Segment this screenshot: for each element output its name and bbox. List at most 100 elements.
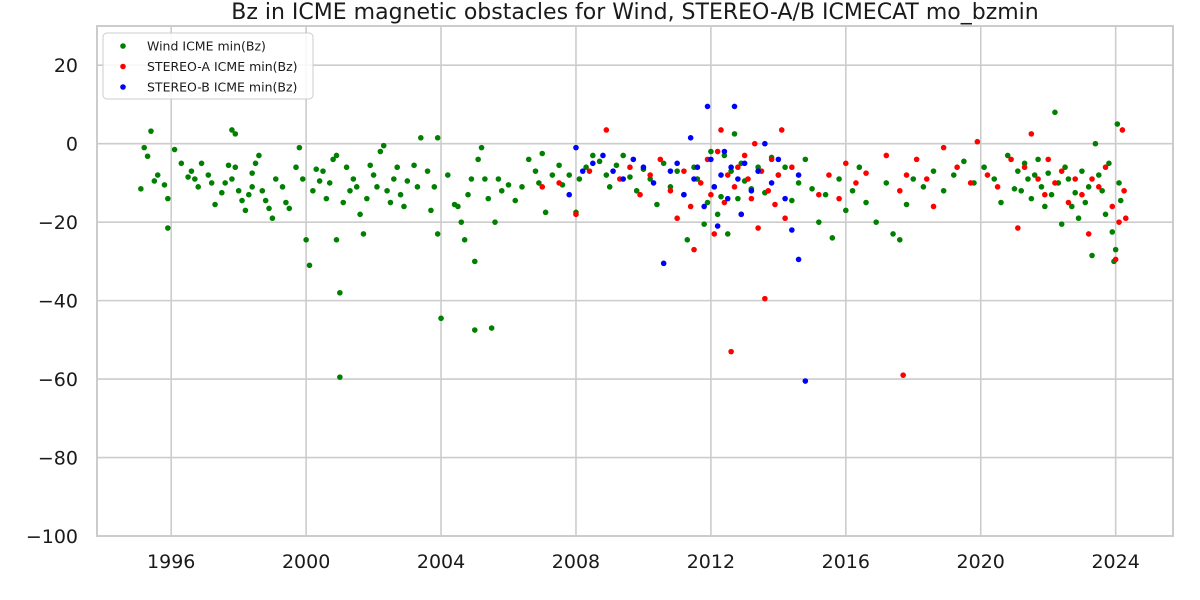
data-point — [704, 103, 711, 110]
data-point — [583, 164, 589, 171]
data-point — [954, 164, 960, 171]
legend-marker — [120, 43, 126, 49]
data-point — [350, 176, 357, 182]
data-point — [313, 166, 320, 172]
data-point — [738, 211, 745, 218]
data-point — [687, 203, 694, 210]
data-point — [1116, 180, 1122, 186]
data-point — [900, 372, 906, 378]
data-point — [940, 187, 947, 194]
data-point — [728, 164, 734, 171]
legend-marker — [120, 63, 126, 70]
data-point — [748, 195, 755, 202]
data-point — [1085, 231, 1092, 237]
data-point — [1116, 219, 1122, 225]
legend-marker — [120, 84, 126, 90]
data-point — [667, 168, 674, 174]
data-point — [576, 176, 583, 182]
data-point — [303, 237, 309, 243]
data-point — [485, 195, 492, 202]
data-point — [249, 184, 255, 190]
data-point — [525, 156, 532, 163]
data-point — [252, 160, 259, 167]
series-2 — [566, 103, 809, 384]
data-point — [708, 156, 714, 163]
data-point — [316, 178, 323, 184]
data-point — [721, 152, 728, 159]
data-point — [762, 295, 768, 302]
data-point — [755, 164, 761, 171]
data-point — [549, 172, 556, 178]
data-point — [647, 172, 653, 178]
data-point — [573, 211, 579, 218]
data-point — [1095, 184, 1102, 190]
data-point — [610, 168, 616, 174]
data-point — [647, 176, 653, 182]
data-point — [708, 148, 714, 155]
data-point — [1075, 215, 1082, 222]
data-point — [165, 195, 171, 202]
data-point — [586, 168, 593, 174]
x-tick-label: 2020 — [957, 551, 1005, 573]
y-tick-label: −40 — [38, 291, 78, 313]
data-point — [620, 152, 626, 159]
data-point — [566, 172, 573, 178]
data-point — [391, 176, 397, 182]
data-point — [1052, 109, 1058, 116]
data-point — [482, 176, 488, 182]
data-point — [1099, 187, 1105, 194]
data-point — [795, 256, 802, 263]
data-point — [687, 135, 694, 141]
data-point — [320, 168, 326, 174]
data-point — [1117, 197, 1124, 204]
data-point — [1102, 164, 1109, 171]
data-point — [984, 172, 991, 178]
data-point — [762, 140, 768, 147]
data-point — [347, 187, 353, 194]
data-point — [640, 164, 647, 171]
data-point — [674, 168, 680, 174]
data-point — [1028, 131, 1035, 137]
data-point — [903, 172, 910, 178]
data-point — [185, 174, 191, 180]
data-point — [1122, 215, 1129, 222]
data-point — [310, 187, 316, 194]
data-point — [374, 184, 380, 190]
data-point — [424, 168, 431, 174]
data-point — [542, 209, 549, 216]
data-point — [195, 184, 201, 190]
chart-title: Bz in ICME magnetic obstacles for Wind, … — [231, 0, 1038, 25]
data-point — [249, 170, 255, 176]
legend: Wind ICME min(Bz) STEREO-A ICME min(Bz) ST… — [102, 32, 314, 100]
data-point — [340, 199, 347, 206]
data-point — [961, 158, 967, 165]
data-point — [1112, 246, 1119, 253]
data-point — [1011, 186, 1018, 192]
data-point — [461, 237, 468, 243]
data-point — [778, 127, 785, 133]
data-point — [681, 191, 687, 198]
data-point — [903, 201, 910, 208]
data-point — [471, 327, 478, 333]
data-point — [731, 103, 738, 110]
data-point — [1008, 156, 1014, 163]
data-point — [691, 176, 697, 182]
data-point — [434, 135, 441, 141]
data-point — [151, 178, 158, 184]
data-point — [772, 201, 778, 208]
data-point — [323, 195, 330, 202]
data-point — [458, 219, 465, 225]
data-point — [144, 153, 151, 160]
data-point — [556, 180, 562, 186]
data-point — [802, 378, 809, 384]
data-point — [755, 225, 761, 231]
data-point — [333, 237, 340, 243]
data-point — [337, 289, 343, 296]
data-point — [212, 201, 218, 208]
data-point — [299, 176, 306, 182]
data-point — [1112, 256, 1119, 263]
data-point — [802, 156, 809, 163]
data-point — [694, 164, 701, 171]
data-point — [293, 164, 299, 171]
data-point — [731, 184, 738, 190]
